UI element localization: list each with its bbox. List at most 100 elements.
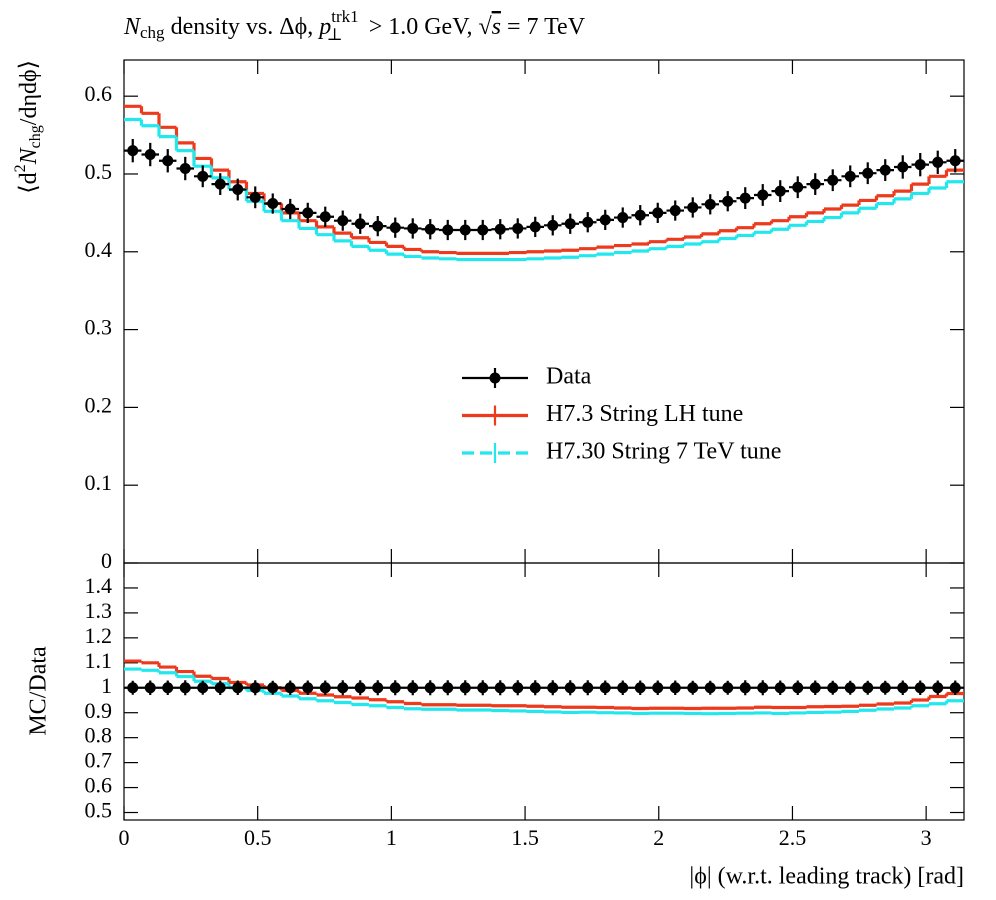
title-part: ⊥ (327, 25, 343, 44)
data-point (757, 189, 769, 201)
data-point (144, 682, 156, 694)
chart-title: Nchg density vs. Δϕ, ptrk1 ⊥ > 1.0 GeV, √… (123, 7, 586, 44)
legend-label: Data (546, 364, 592, 390)
data-point (197, 170, 209, 182)
data-point (827, 174, 839, 186)
data-point (249, 191, 261, 203)
y-tick-label: 0.7 (85, 748, 113, 773)
data-point (722, 682, 734, 694)
title-part: N (123, 14, 142, 40)
data-point (302, 207, 314, 219)
legend-label: H7.3 String LH tune (546, 401, 743, 427)
data-point (879, 682, 891, 694)
title-part: s (492, 14, 501, 40)
data-point (477, 224, 489, 236)
step-connector (139, 661, 949, 709)
data-point (809, 682, 821, 694)
data-point (757, 682, 769, 694)
x-tick-label: 3 (921, 825, 932, 850)
legend-marker (489, 372, 501, 384)
data-point (529, 682, 541, 694)
data-point (652, 682, 664, 694)
x-tick-label: 1.5 (511, 825, 539, 850)
data-point (407, 222, 419, 234)
data-point (704, 198, 716, 210)
data-point (337, 682, 349, 694)
data-point (197, 682, 209, 694)
y-tick-label: 0.8 (85, 723, 113, 748)
data-point (599, 214, 611, 226)
data-point (634, 682, 646, 694)
data-point (389, 222, 401, 234)
data-point (127, 682, 139, 694)
data-point (704, 682, 716, 694)
data-point (862, 682, 874, 694)
x-tick-label: 0 (119, 825, 130, 850)
data-point (932, 156, 944, 168)
data-point (424, 223, 436, 235)
data-point (687, 201, 699, 213)
data-point (914, 682, 926, 694)
data-point (879, 164, 891, 176)
x-tick-label: 2.5 (779, 825, 807, 850)
data-point (897, 682, 909, 694)
data-point (792, 682, 804, 694)
data-point (459, 682, 471, 694)
data-point (267, 682, 279, 694)
data-point (599, 682, 611, 694)
data-point (162, 155, 174, 167)
data-point (932, 682, 944, 694)
data-point (459, 224, 471, 236)
x-axis-label: |ϕ| (w.r.t. leading track) [rad] (689, 864, 964, 890)
data-point (214, 178, 226, 190)
data-point (564, 218, 576, 230)
data-point (512, 222, 524, 234)
data-point (669, 682, 681, 694)
y-tick-label: 0.2 (85, 392, 113, 417)
data-point (162, 682, 174, 694)
data-point (547, 682, 559, 694)
title-part: > 1.0 GeV, (363, 14, 479, 40)
data-point (319, 682, 331, 694)
data-point (547, 219, 559, 231)
data-point (337, 215, 349, 227)
y-tick-label: 0.1 (85, 470, 113, 495)
y-tick-label: 0.5 (85, 159, 113, 184)
y-tick-label: 1.3 (85, 598, 113, 623)
data-point (284, 682, 296, 694)
y-tick-label: 1.2 (85, 623, 113, 648)
title-part: trk1 (331, 7, 358, 26)
data-point (354, 218, 366, 230)
ratio-y-axis-label: MC/Data (26, 646, 52, 736)
data-point (512, 682, 524, 694)
title-part: √ (478, 14, 492, 40)
legend-label: H7.30 String 7 TeV tune (546, 439, 781, 465)
data-point (862, 167, 874, 179)
step-connector (139, 106, 949, 254)
x-tick-label: 0.5 (244, 825, 272, 850)
data-point (617, 682, 629, 694)
data-point (477, 682, 489, 694)
data-point (792, 181, 804, 193)
data-point (914, 159, 926, 171)
data-point (897, 161, 909, 173)
data-point (774, 682, 786, 694)
title-part: p (317, 14, 331, 40)
data-point (652, 207, 664, 219)
y-tick-label: 0 (101, 548, 112, 573)
y-tick-label: 0.9 (85, 698, 113, 723)
y-tick-label: 0.5 (85, 798, 113, 823)
data-point (739, 682, 751, 694)
data-point (634, 209, 646, 221)
ylabel-part: 2 (12, 164, 29, 172)
data-point (179, 682, 191, 694)
y-tick-label: 1 (101, 673, 112, 698)
data-point (669, 205, 681, 217)
data-point (442, 682, 454, 694)
data-point (687, 682, 699, 694)
data-point (949, 682, 961, 694)
data-point (232, 184, 244, 196)
data-point (844, 682, 856, 694)
data-point (809, 178, 821, 190)
data-point (179, 163, 191, 175)
